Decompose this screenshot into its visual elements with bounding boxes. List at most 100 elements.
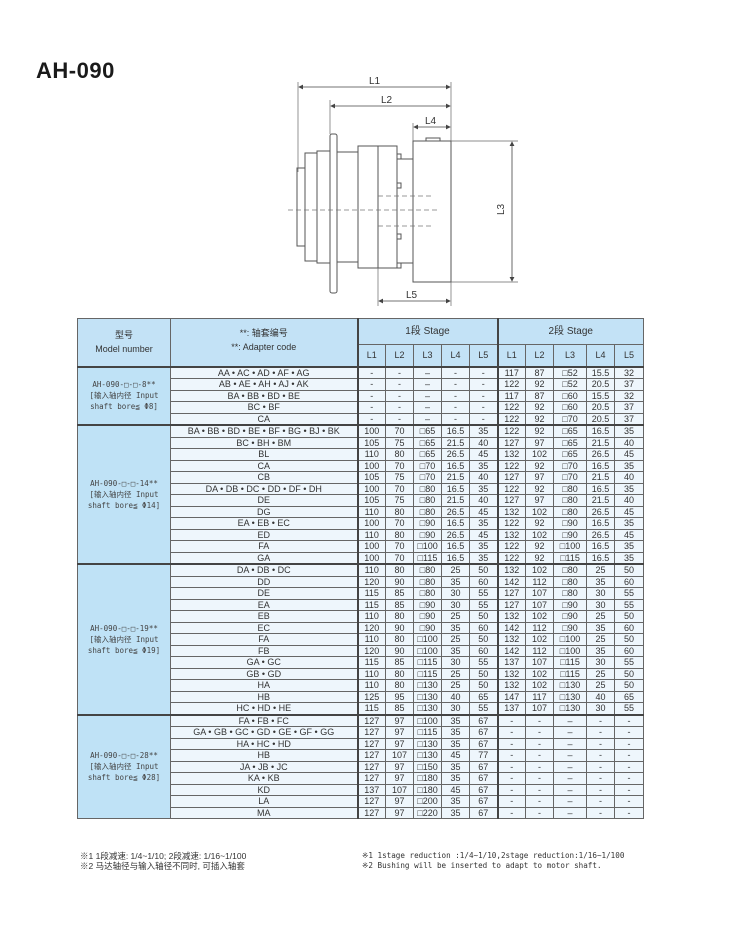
stage1-l1-cell: 110 (356, 633, 386, 646)
label-l3: L3 (496, 203, 507, 215)
stage1-l4-cell: 25 (441, 633, 470, 646)
stage1-l4-cell: 35 (441, 644, 470, 657)
stage1-l2-cell: 70 (385, 459, 414, 472)
stage1-l3-cell: □80 (413, 575, 442, 588)
stage1-l5-cell: 77 (469, 749, 498, 762)
stage1-l4-cell: 30 (441, 656, 470, 669)
stage2-l5-cell: 40 (614, 471, 644, 484)
stage1-l5-cell: 35 (469, 551, 498, 565)
stage2-l5-cell: 60 (614, 644, 644, 657)
stage1-l2-cell: 70 (385, 424, 414, 438)
table-row: HA 110 80 □130 25 50 132 102 □130 25 50 (78, 679, 644, 692)
adapter-code-cell: DE (170, 494, 358, 507)
label-l2: L2 (381, 95, 393, 106)
stage1-l3-cell: □90 (413, 517, 442, 530)
adapter-code-cell: BC • BF (170, 401, 358, 414)
stage1-l3-cell: □80 (413, 563, 442, 577)
table-row: KA • KB 127 97 □180 35 67- - – - - (78, 772, 644, 785)
extension-lines (297, 82, 518, 306)
stage2-l3-cell: □90 (553, 517, 587, 530)
adapter-code-cell: CB (170, 471, 358, 484)
stage1-l1-cell: 115 (356, 587, 386, 600)
stage1-l5-cell: 50 (469, 679, 498, 692)
stage2-l1-cell: 142 (496, 621, 526, 634)
stage1-l1-cell: 115 (356, 656, 386, 669)
adapter-code-cell: LA (170, 795, 358, 808)
stage1-l1-cell: 127 (356, 760, 386, 773)
model-number-line: [输入轴内径 Input (89, 634, 159, 644)
stage1-l3-cell: □70 (413, 471, 442, 484)
stage2-l5-cell: 37 (614, 378, 644, 391)
stage2-l2-cell: 92 (525, 401, 554, 414)
stage2-l2-cell: 92 (525, 378, 554, 391)
stage2-l3-cell: □70 (553, 412, 587, 426)
stage1-l3-cell: □65 (413, 436, 442, 449)
stage1-l1-cell: 127 (356, 713, 386, 727)
label-l5: L5 (406, 290, 418, 301)
stage2-l4-cell: 25 (586, 667, 615, 680)
adapter-code-cell: GA (170, 551, 358, 565)
stage2-l5-cell: - (614, 749, 644, 762)
stage2-l5-cell: 60 (614, 575, 644, 588)
stage1-l4-cell: 45 (441, 783, 470, 796)
model-number-line: shaft bore≦ Φ28] (87, 773, 161, 783)
stage1-l1-cell: - (356, 401, 386, 414)
stage2-l4-cell: 35 (586, 575, 615, 588)
adapter-code-cell: HB (170, 690, 358, 703)
stage2-l2-cell: 107 (525, 587, 554, 600)
table-row: CA - - – - -122 92 □70 20.5 37 (78, 412, 644, 426)
stage2-l4-cell: 15.5 (586, 365, 615, 379)
stage1-l2-cell: 80 (385, 528, 414, 541)
table-row: CA 100 70 □70 16.5 35 122 92 □70 16.5 35 (78, 459, 644, 472)
stage2-l3-cell: – (553, 726, 587, 739)
stage1-l4-cell: 16.5 (441, 459, 470, 472)
stage1-l4-cell: 21.5 (441, 436, 470, 449)
table-row: GB • GD 110 80 □115 25 50 132 102 □115 25 50 (78, 667, 644, 680)
header-adapter-en: **: Adapter code (231, 342, 297, 352)
stage2-l1-cell: 132 (496, 505, 526, 518)
stage1-l2-cell: 95 (385, 690, 414, 703)
stage1-l5-cell: 65 (469, 690, 498, 703)
stage1-l3-cell: – (413, 365, 442, 379)
stage2-l4-cell: 40 (586, 690, 615, 703)
stage1-l1-cell: 100 (356, 540, 386, 553)
stage2-l2-cell: 102 (525, 633, 554, 646)
model-number-line: [输入轴内径 Input (89, 762, 159, 772)
stage1-l2-cell: 107 (385, 783, 414, 796)
adapter-code-cell: FA • FB • FC (170, 713, 358, 727)
stage1-l3-cell: □80 (413, 494, 442, 507)
stage1-l5-cell: 67 (469, 737, 498, 750)
stage1-l3-cell: □130 (413, 702, 442, 715)
header-model: 型号 Model number (77, 318, 171, 367)
stage1-l4-cell: 26.5 (441, 528, 470, 541)
table-row: DE 115 85 □80 30 55 127 107 □80 30 55 (78, 587, 644, 600)
stage2-l1-cell: 122 (496, 378, 526, 391)
model-number-line: shaft bore≦ Φ14] (87, 501, 161, 510)
stage2-l5-cell: 40 (614, 436, 644, 449)
stage1-l1-cell: 100 (356, 459, 386, 472)
stage2-l1-cell: 132 (496, 610, 526, 623)
stage2-l3-cell: □115 (553, 551, 587, 565)
centerlines (288, 195, 437, 227)
stage2-l5-cell: 50 (614, 633, 644, 646)
stage2-l1-cell: 147 (496, 690, 526, 703)
stage2-l5-cell: 50 (614, 610, 644, 623)
stage2-l1-cell: 122 (496, 517, 526, 530)
model-number-line: shaft bore≦ Φ19] (87, 645, 161, 655)
header-stage1-l5: L5 (469, 344, 498, 367)
stage2-l3-cell: □90 (553, 610, 587, 623)
adapter-code-cell: FB (170, 644, 358, 657)
stage1-l3-cell: □100 (413, 644, 442, 657)
stage1-l1-cell: 110 (356, 448, 386, 461)
stage1-l1-cell: 127 (356, 795, 386, 808)
stage1-l2-cell: 97 (385, 806, 414, 819)
stage2-l1-cell: 142 (496, 575, 526, 588)
stage1-l4-cell: 35 (441, 760, 470, 773)
stage1-l2-cell: - (385, 412, 414, 426)
stage1-l2-cell: 75 (385, 471, 414, 484)
stage2-l5-cell: 32 (614, 389, 644, 402)
stage1-l4-cell: 40 (441, 690, 470, 703)
stage2-l4-cell: 21.5 (586, 436, 615, 449)
stage2-l2-cell: 107 (525, 598, 554, 611)
stage2-l3-cell: □100 (553, 633, 587, 646)
